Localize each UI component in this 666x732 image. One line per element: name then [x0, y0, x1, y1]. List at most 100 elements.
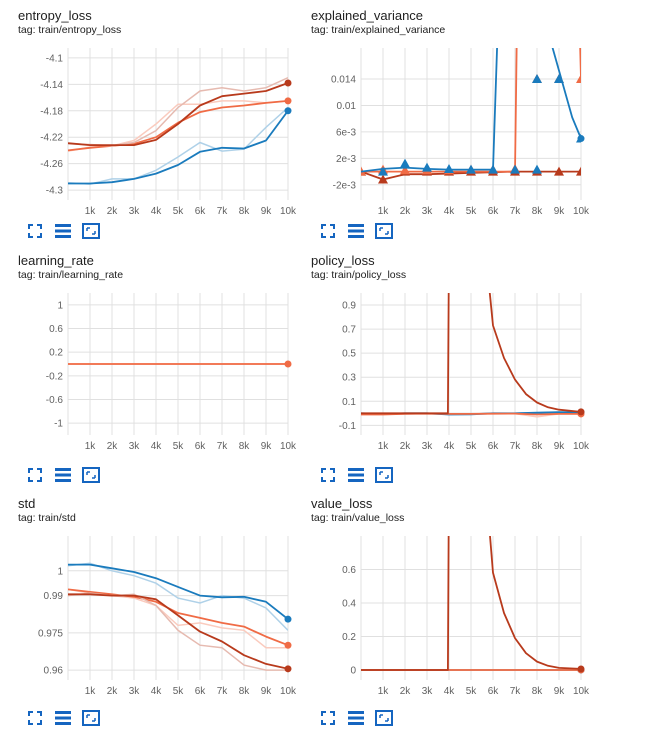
y-tick-label: 0.975 [38, 628, 63, 639]
data-table-icon [55, 224, 71, 238]
fullscreen-button[interactable] [26, 222, 44, 240]
data-table-button[interactable] [347, 709, 365, 727]
x-tick-label: 8k [532, 686, 544, 697]
fit-domain-button[interactable] [82, 222, 100, 240]
fullscreen-button[interactable] [319, 222, 337, 240]
fullscreen-button[interactable] [26, 709, 44, 727]
y-tick-label: -4.26 [40, 159, 63, 170]
fit-domain-button[interactable] [82, 709, 100, 727]
x-tick-label: 10k [573, 206, 590, 217]
chart-card-explained-variance: explained_variance tag: train/explained_… [311, 8, 611, 244]
chart-card-value-loss: value_loss tag: train/value_loss 0.6 0.4 0… [311, 496, 611, 732]
y-tick-label: 0.01 [337, 101, 357, 112]
y-tick-label: -4.1 [46, 53, 64, 64]
chart-card-policy-loss: policy_loss tag: train/policy_loss 0.9 0.… [311, 253, 611, 489]
series-line-orange [68, 100, 288, 152]
x-tick-label: 9k [554, 441, 566, 452]
data-table-button[interactable] [347, 466, 365, 484]
fullscreen-button[interactable] [319, 709, 337, 727]
y-tick-label: -4.14 [40, 80, 63, 91]
fullscreen-icon [28, 711, 42, 725]
x-tick-label: 10k [280, 686, 297, 697]
series-end-dot-blue [284, 615, 292, 623]
fit-domain-button[interactable] [375, 709, 393, 727]
x-tick-label: 7k [217, 686, 229, 697]
fullscreen-icon [28, 468, 42, 482]
y-tick-label: 0.6 [49, 324, 63, 335]
y-tick-label: 0.4 [342, 598, 356, 609]
x-tick-label: 5k [173, 206, 185, 217]
x-tick-label: 3k [129, 686, 141, 697]
x-tick-label: 7k [510, 686, 522, 697]
chart-plot[interactable]: 1 0.99 0.975 0.96 1k 2k 3k 4k 5k 6k 7k 8k 9k 10k [18, 530, 318, 702]
x-tick-label: 9k [261, 441, 273, 452]
series-raw-line-blue [68, 562, 288, 631]
chart-tag: tag: train/explained_variance [311, 24, 446, 36]
data-table-button[interactable] [347, 222, 365, 240]
series-line-darkred [361, 536, 581, 671]
fit-domain-icon [82, 467, 100, 483]
data-table-button[interactable] [54, 466, 72, 484]
y-tick-label: -0.2 [46, 371, 64, 382]
data-table-icon [348, 224, 364, 238]
series-marker-blue [532, 74, 542, 84]
series-marker-blue [554, 74, 564, 84]
data-table-button[interactable] [54, 222, 72, 240]
data-table-icon [55, 711, 71, 725]
y-tick-label: 0.2 [49, 348, 63, 359]
chart-plot[interactable]: 0.014 0.01 6e-3 2e-3 -2e-3 1k 2k 3k 4k 5k 6k 7k 8k 9k… [311, 42, 611, 222]
series-line-darkred [68, 82, 288, 146]
data-table-icon [55, 468, 71, 482]
x-tick-label: 7k [510, 441, 522, 452]
chart-card-learning-rate: learning_rate tag: train/learning_rate 1… [18, 253, 318, 489]
x-tick-label: 8k [532, 206, 544, 217]
chart-toolbar [319, 222, 393, 240]
x-tick-label: 6k [195, 441, 207, 452]
fit-domain-icon [375, 467, 393, 483]
x-tick-label: 10k [573, 686, 590, 697]
y-tick-label: -0.6 [46, 395, 64, 406]
y-tick-label: 1 [57, 566, 63, 577]
series-end-dot-darkred [284, 79, 292, 87]
fullscreen-button[interactable] [319, 466, 337, 484]
x-tick-label: 9k [261, 206, 273, 217]
chart-tag: tag: train/entropy_loss [18, 24, 122, 36]
chart-toolbar [26, 466, 100, 484]
series-marker-darkred [576, 166, 581, 176]
fit-domain-button[interactable] [375, 222, 393, 240]
series-marker-darkred [554, 166, 564, 176]
fit-domain-button[interactable] [375, 466, 393, 484]
x-tick-label: 6k [488, 441, 500, 452]
x-tick-label: 1k [378, 686, 390, 697]
series-marker-blue [488, 164, 498, 174]
chart-plot[interactable]: 1 0.6 0.2 -0.2 -0.6 -1 1k 2k 3k 4k 5k 6k 7k 8k 9k 10k [18, 287, 318, 457]
x-tick-label: 3k [129, 441, 141, 452]
series-marker-blue [422, 162, 432, 172]
y-tick-label: 0.1 [342, 397, 356, 408]
x-tick-label: 3k [422, 206, 434, 217]
x-tick-label: 4k [151, 206, 163, 217]
data-table-button[interactable] [54, 709, 72, 727]
x-tick-label: 5k [173, 686, 185, 697]
y-tick-label: -0.1 [339, 421, 357, 432]
fit-domain-button[interactable] [82, 466, 100, 484]
series-marker-blue [466, 164, 476, 174]
data-table-icon [348, 711, 364, 725]
y-tick-label: 0.96 [44, 666, 64, 677]
series-end-dot-orange [284, 97, 292, 105]
series-marker-blue [532, 164, 542, 174]
fullscreen-button[interactable] [26, 466, 44, 484]
chart-tag: tag: train/value_loss [311, 512, 405, 524]
series-end-dot-darkred [284, 665, 292, 673]
x-tick-label: 2k [400, 686, 412, 697]
fit-domain-icon [375, 710, 393, 726]
chart-tag: tag: train/policy_loss [311, 269, 407, 281]
chart-plot[interactable]: -4.1 -4.14 -4.18 -4.22 -4.26 -4.3 1k 2k 3k 4k 5k 6k… [18, 42, 318, 222]
chart-plot[interactable]: 0.9 0.7 0.5 0.3 0.1 -0.1 1k 2k 3k 4k 5k 6k 7k 8k 9k 10k [311, 287, 611, 457]
x-tick-label: 5k [173, 441, 185, 452]
series-end-dot-blue [577, 135, 585, 143]
chart-plot[interactable]: 0.6 0.4 0.2 0 1k 2k 3k 4k 5k 6k 7k 8k 9k 10k [311, 530, 611, 702]
series-end-dot-darkred [577, 665, 585, 673]
chart-toolbar [26, 709, 100, 727]
y-tick-label: -4.18 [40, 106, 63, 117]
